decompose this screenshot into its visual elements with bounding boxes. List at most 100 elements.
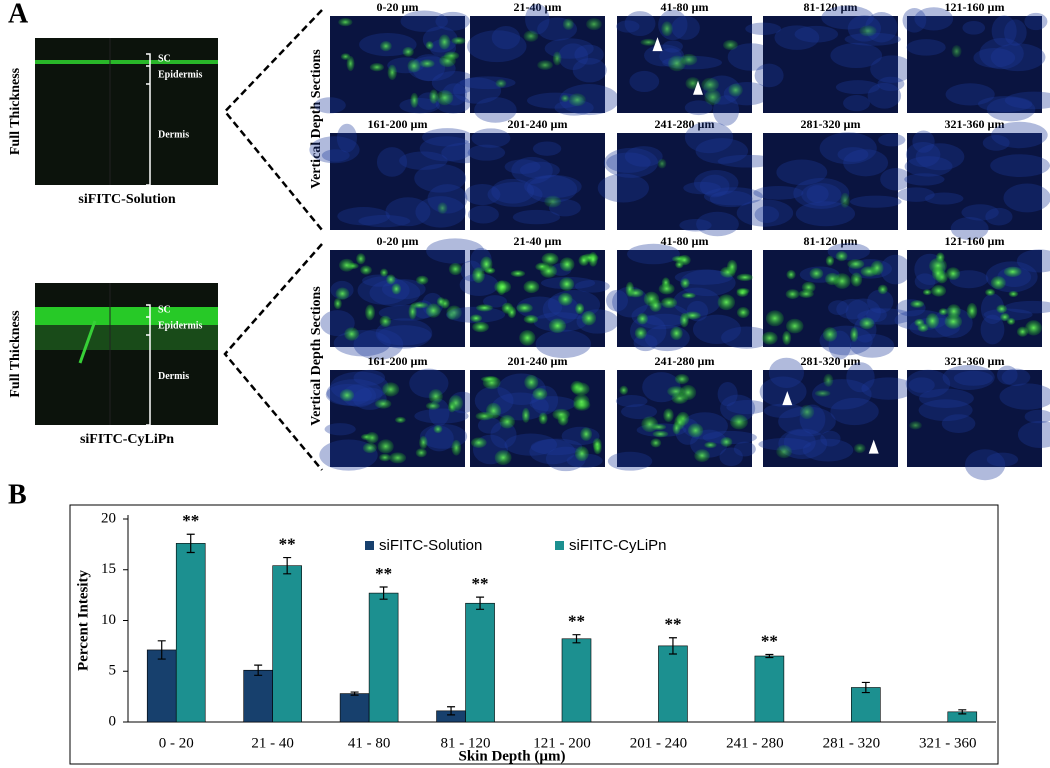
cell — [726, 259, 738, 274]
tissue-blue — [878, 133, 906, 147]
cell — [470, 437, 487, 448]
cell — [990, 276, 1006, 290]
tissue-blue — [519, 161, 560, 179]
depth-label: 281-320 µm — [801, 117, 861, 131]
tissue-blue — [880, 168, 912, 191]
tissue-blue — [837, 147, 869, 162]
error-bar — [447, 706, 456, 716]
cell — [552, 408, 570, 421]
tissue-blue — [802, 438, 854, 462]
cell — [730, 414, 748, 430]
cell — [559, 277, 575, 291]
tissue-blue — [491, 392, 549, 421]
layer-label: Epidermis — [158, 69, 203, 80]
tissue-blue — [866, 307, 887, 323]
tissue-blue — [435, 11, 471, 31]
depth-label: 41-80 µm — [661, 0, 709, 14]
cell — [499, 414, 515, 429]
tissue-blue — [459, 273, 499, 297]
tissue-blue — [464, 183, 501, 206]
y-tick-label: 10 — [101, 612, 116, 628]
tissue-blue — [490, 421, 517, 449]
tissue-blue — [821, 5, 874, 30]
cell — [521, 407, 530, 423]
tissue-blue — [696, 211, 739, 237]
cell — [419, 59, 435, 68]
tissue-blue — [572, 57, 607, 83]
tissue-blue — [990, 154, 1050, 178]
tissue-blue — [973, 47, 1016, 68]
micrograph-bg — [470, 133, 605, 230]
cell — [640, 38, 657, 46]
micrograph-bg — [617, 133, 752, 230]
tissue-blue — [1004, 19, 1027, 46]
tissue-blue — [474, 386, 514, 416]
cell — [581, 311, 597, 326]
tissue-blue — [843, 149, 889, 177]
cell — [571, 382, 590, 396]
cell — [663, 408, 674, 422]
tissue-blue — [979, 37, 1024, 70]
tissue-blue — [801, 183, 842, 207]
tissue-blue — [620, 404, 658, 420]
tissue-blue — [624, 146, 663, 167]
significance-label: ** — [375, 564, 392, 583]
bar — [754, 655, 785, 723]
full-thickness-image — [35, 283, 218, 425]
section-label: Vertical Depth Sections — [309, 286, 324, 426]
legend-label: siFITC-Solution — [379, 537, 482, 554]
bar — [658, 645, 688, 723]
cell — [346, 56, 355, 72]
depth-label: 201-240 µm — [508, 354, 568, 368]
cell — [736, 273, 754, 282]
tissue-blue — [712, 95, 740, 126]
cell — [495, 79, 507, 88]
tissue-blue — [880, 254, 911, 285]
tissue-blue — [471, 128, 511, 148]
tissue-blue — [535, 329, 592, 359]
cell — [451, 36, 466, 45]
tissue-blue — [422, 128, 473, 147]
tissue-blue — [487, 182, 543, 207]
micrograph — [320, 238, 485, 360]
cell — [548, 318, 567, 334]
cell — [339, 389, 355, 402]
tissue-blue — [574, 44, 604, 65]
depth-label: 81-120 µm — [804, 234, 858, 248]
micrograph — [606, 243, 773, 352]
cell — [1006, 317, 1016, 325]
sample-label: siFITC-CyLiPn — [80, 432, 174, 447]
cell — [825, 255, 835, 266]
cell — [437, 202, 448, 214]
y-tick-label: 5 — [109, 663, 117, 679]
tissue-blue — [999, 383, 1050, 410]
micrograph — [470, 370, 605, 472]
tissue-blue — [414, 164, 467, 193]
tissue-blue — [627, 243, 680, 265]
micrograph — [905, 364, 1050, 481]
tissue-blue — [759, 376, 807, 407]
tissue-blue — [961, 204, 999, 221]
tissue-blue — [431, 71, 478, 95]
cell — [586, 18, 602, 31]
legend-swatch — [555, 541, 564, 550]
tissue-blue — [1016, 249, 1050, 273]
cell — [416, 275, 429, 285]
cell — [859, 317, 875, 330]
cell — [592, 438, 602, 451]
tissue-blue — [793, 177, 850, 209]
depth-label: 161-200 µm — [368, 117, 428, 131]
tissue-blue — [986, 452, 1019, 467]
tissue-blue — [776, 159, 828, 186]
tissue-blue — [768, 357, 805, 388]
cell — [419, 435, 428, 449]
tissue-blue — [877, 76, 905, 92]
cell — [651, 423, 667, 431]
cell — [389, 452, 407, 464]
tissue-blue — [758, 438, 811, 451]
cell — [672, 422, 681, 435]
cell — [636, 313, 649, 325]
tissue-blue — [867, 289, 894, 314]
bar — [368, 592, 399, 723]
